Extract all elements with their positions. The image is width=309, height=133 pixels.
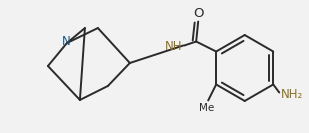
Text: Me: Me [199, 103, 214, 113]
Text: O: O [193, 7, 203, 20]
Text: N: N [61, 35, 70, 47]
Text: NH: NH [165, 40, 182, 53]
Text: NH₂: NH₂ [281, 88, 303, 101]
